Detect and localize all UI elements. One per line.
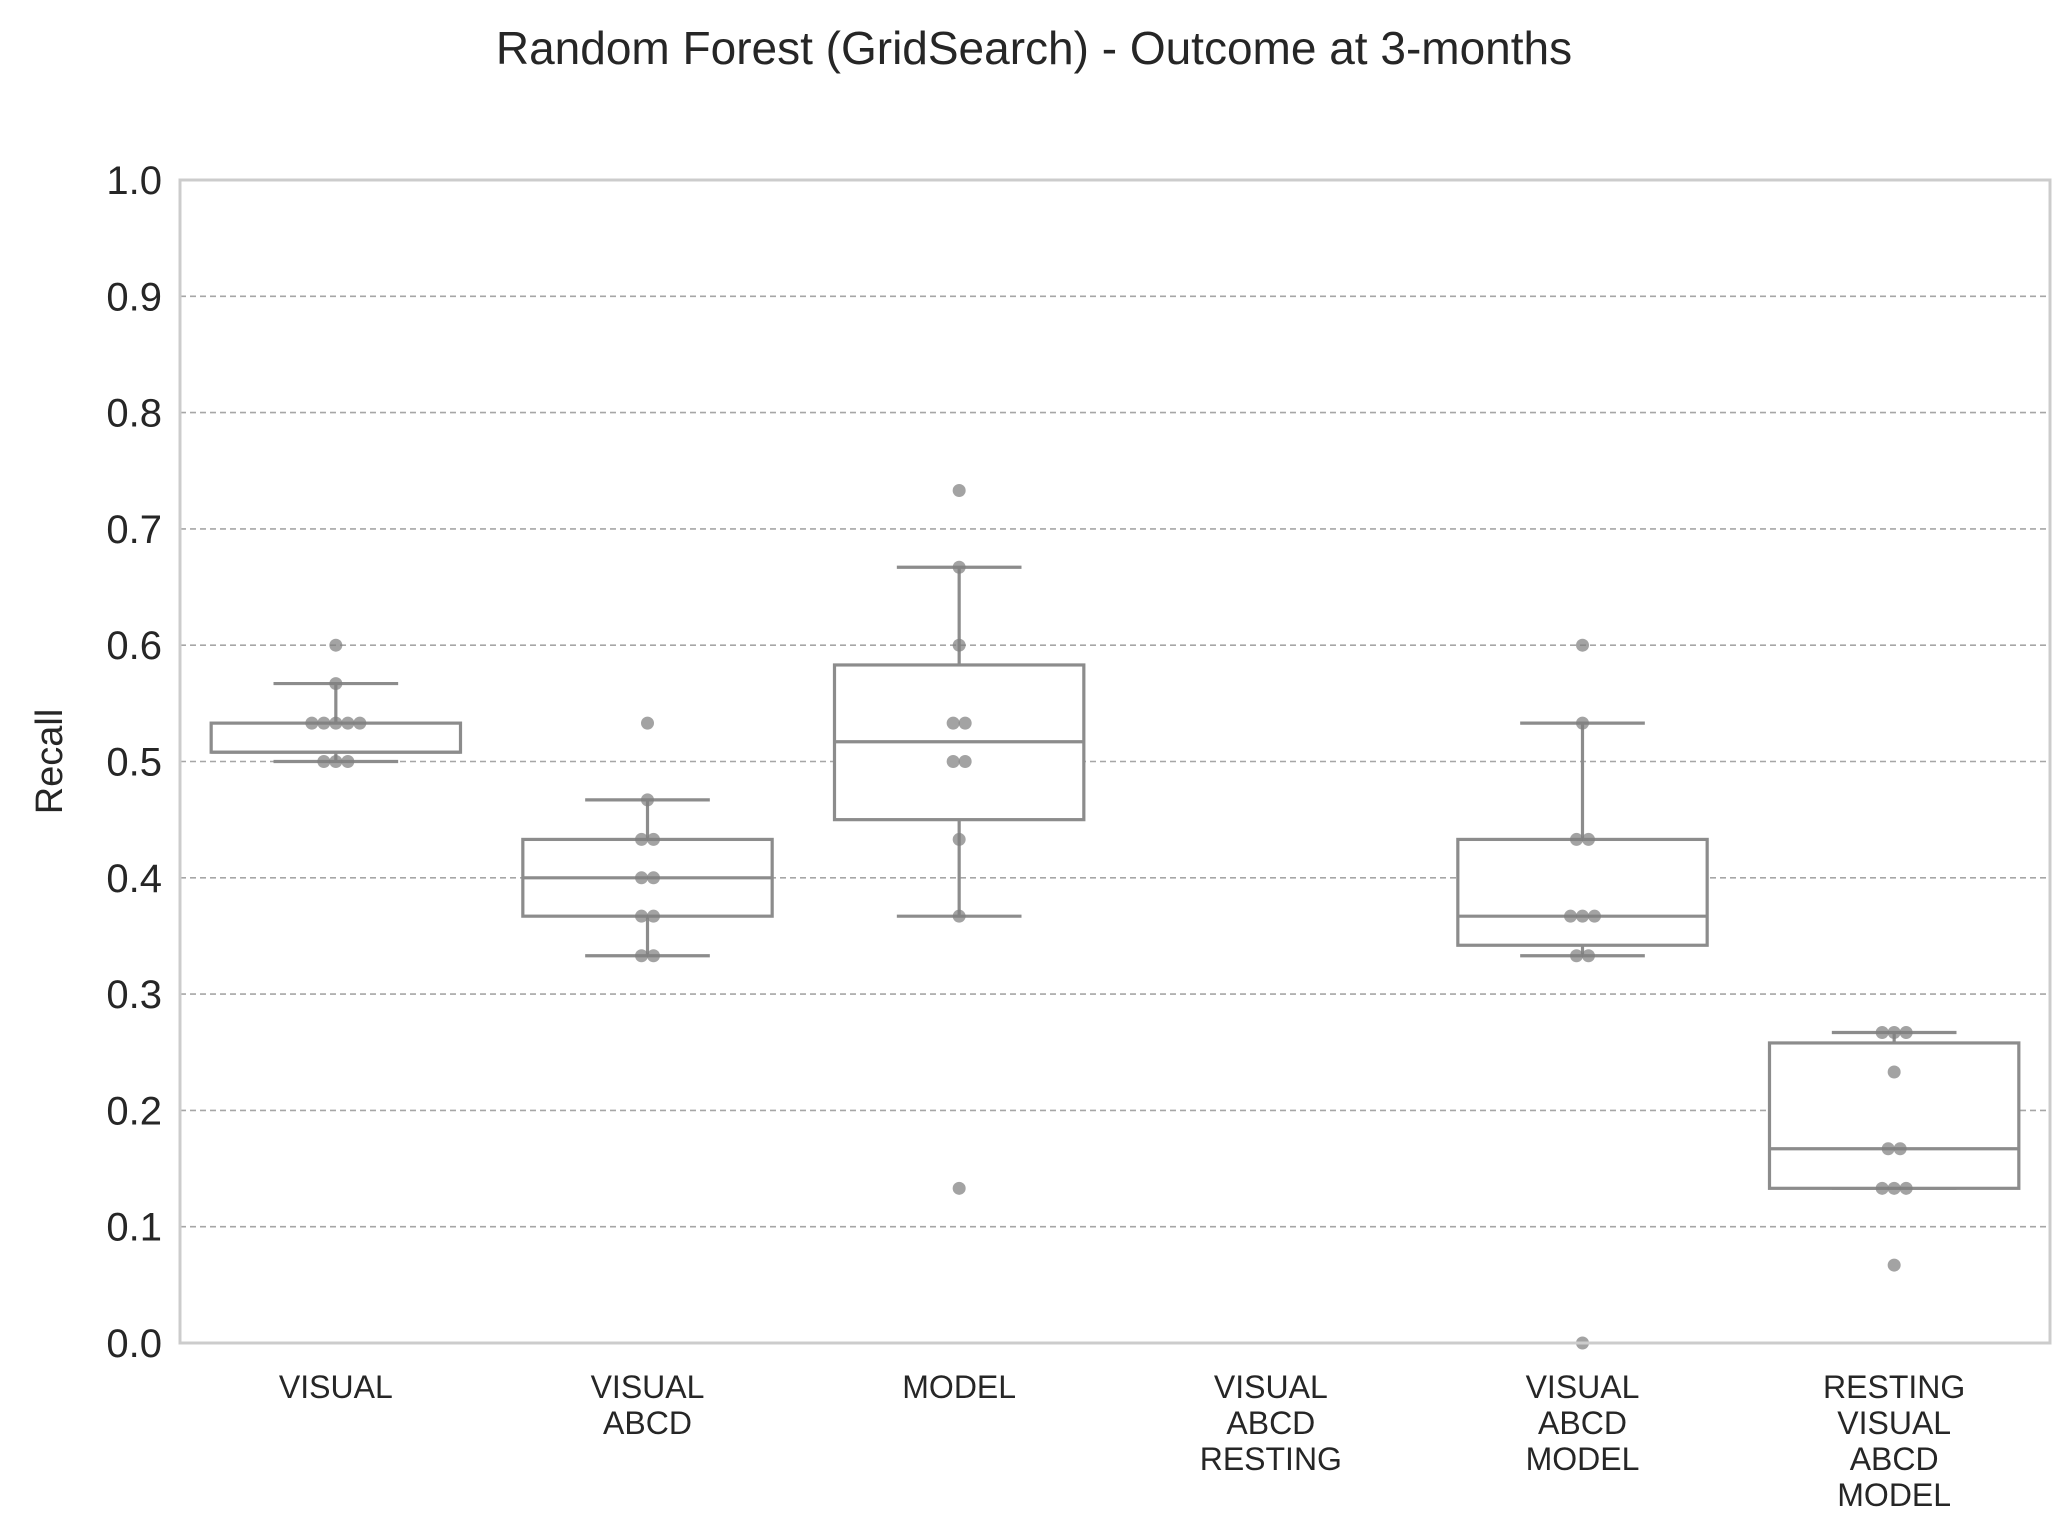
grid-lines xyxy=(180,295,2050,1228)
x-tick-label: MODEL xyxy=(1526,1441,1640,1477)
data-point xyxy=(952,638,966,652)
y-tick-label: 0.6 xyxy=(106,624,162,668)
data-point xyxy=(341,716,355,730)
box-group xyxy=(1767,1030,2021,1190)
data-point xyxy=(946,755,960,768)
data-point xyxy=(1899,1181,1913,1195)
data-point xyxy=(1893,1142,1907,1156)
data-point xyxy=(1887,1181,1901,1195)
y-tick-label: 0.4 xyxy=(106,857,162,901)
chart-title: Random Forest (GridSearch) - Outcome at … xyxy=(496,22,1572,74)
data-point xyxy=(1899,1025,1913,1039)
data-point xyxy=(952,560,966,574)
y-tick-label: 0.9 xyxy=(106,275,162,319)
data-point xyxy=(1564,909,1577,923)
data-point xyxy=(635,949,648,963)
data-point xyxy=(329,716,343,730)
data-point xyxy=(1875,1025,1889,1039)
data-point xyxy=(635,909,648,923)
data-point xyxy=(1576,716,1589,730)
data-point xyxy=(1887,1025,1901,1039)
data-point xyxy=(952,484,966,498)
data-point xyxy=(1887,1258,1901,1272)
data-point xyxy=(1875,1181,1889,1195)
y-tick-label: 0.2 xyxy=(106,1089,162,1133)
data-point xyxy=(1881,1142,1895,1156)
data-point xyxy=(641,716,654,730)
box-group xyxy=(521,798,774,958)
data-point xyxy=(952,1181,966,1195)
data-point xyxy=(946,716,960,730)
data-point xyxy=(329,638,343,652)
data-point xyxy=(329,755,343,768)
data-point xyxy=(952,832,966,846)
y-tick-label: 0.1 xyxy=(106,1206,162,1250)
x-tick-label: ABCD xyxy=(1226,1405,1315,1441)
y-tick-label: 1.0 xyxy=(106,159,162,203)
y-axis-ticks: 0.0 0.1 0.2 0.3 0.4 0.5 0.6 0.7 0.8 0.9 1.0 xyxy=(106,159,162,1366)
x-tick-label: VISUAL xyxy=(1837,1405,1951,1441)
y-tick-label: 0.8 xyxy=(106,392,162,436)
data-point xyxy=(317,716,331,730)
x-tick-label: VISUAL xyxy=(279,1369,393,1405)
data-point xyxy=(1576,909,1589,923)
data-point xyxy=(329,677,343,691)
x-tick-label: VISUAL xyxy=(591,1369,705,1405)
box-iqr xyxy=(1767,1041,2021,1190)
x-tick-label: VISUAL xyxy=(1526,1369,1640,1405)
data-point xyxy=(1582,949,1595,963)
data-point xyxy=(635,832,648,846)
x-tick-label: RESTING xyxy=(1823,1369,1965,1405)
data-point xyxy=(1887,1065,1901,1079)
x-tick-label: ABCD xyxy=(1850,1441,1939,1477)
box-group xyxy=(1456,721,1709,958)
y-axis-label: Recall xyxy=(29,709,71,815)
data-points xyxy=(305,484,1913,1350)
y-tick-label: 0.3 xyxy=(106,973,162,1017)
data-point xyxy=(305,716,319,730)
data-point xyxy=(353,716,367,730)
x-tick-label: MODEL xyxy=(902,1369,1016,1405)
x-tick-label: ABCD xyxy=(603,1405,692,1441)
y-tick-label: 0.5 xyxy=(106,741,162,785)
data-point xyxy=(635,871,648,885)
data-point xyxy=(317,755,331,768)
data-point xyxy=(647,949,660,963)
data-point xyxy=(1576,638,1589,652)
data-point xyxy=(341,755,355,768)
x-tick-label: RESTING xyxy=(1200,1441,1342,1477)
plot-frame xyxy=(178,178,2052,1345)
x-tick-label: ABCD xyxy=(1538,1405,1627,1441)
data-point xyxy=(647,909,660,923)
data-point xyxy=(958,755,972,768)
data-point xyxy=(952,909,966,923)
data-point xyxy=(1570,949,1583,963)
data-point xyxy=(647,871,660,885)
y-tick-label: 0.7 xyxy=(106,508,162,552)
x-tick-label: VISUAL xyxy=(1214,1369,1328,1405)
y-tick-label: 0.0 xyxy=(106,1322,162,1366)
data-point xyxy=(1582,832,1595,846)
data-point xyxy=(1588,909,1601,923)
data-point xyxy=(641,793,654,807)
box-group xyxy=(832,565,1086,918)
data-point xyxy=(647,832,660,846)
box-iqr xyxy=(1456,837,1709,947)
data-point xyxy=(958,716,972,730)
x-tick-label: MODEL xyxy=(1837,1477,1951,1513)
data-point xyxy=(1570,832,1583,846)
